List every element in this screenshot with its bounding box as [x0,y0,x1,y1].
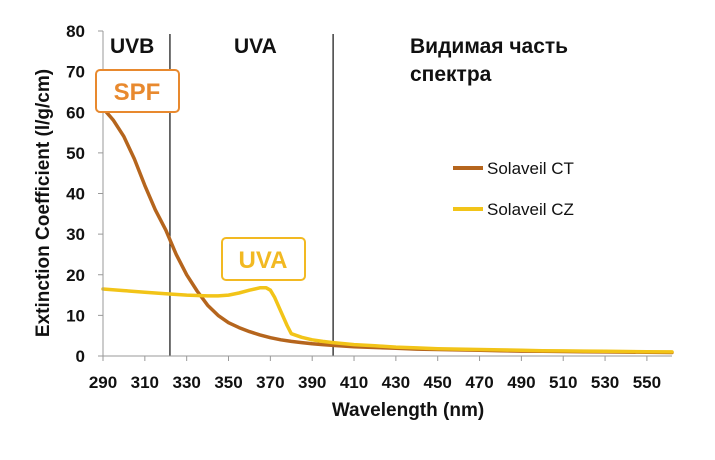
y-tick-label: 60 [66,103,85,122]
y-tick-label: 80 [66,22,85,41]
x-tick-labels: 290 310 330 350 370 390 410 430 450 470 490 510 530 5… [89,373,661,392]
x-tick-label: 550 [633,373,661,392]
x-tick-label: 470 [465,373,493,392]
x-tick-label: 390 [298,373,326,392]
y-tick-labels: 0 10 20 30 40 50 60 70 80 [66,22,85,366]
region-label-visible-line2: спектра [410,63,492,86]
x-tick-label: 370 [256,373,284,392]
x-tick-label: 510 [549,373,577,392]
legend: Solaveil CT Solaveil CZ [453,159,574,219]
y-tick-label: 20 [66,266,85,285]
x-tick-label: 330 [172,373,200,392]
x-tick-label: 350 [214,373,242,392]
callout-uva-box [221,237,306,281]
series-layer [101,106,674,355]
y-tick-label: 10 [66,306,85,325]
series-line-solaveil-cz [101,286,674,354]
y-tick-label: 40 [66,185,85,204]
legend-label-solaveil-ct: Solaveil CT [487,159,574,178]
legend-label-solaveil-cz: Solaveil CZ [487,200,574,219]
callout-spf-label: SPF [114,79,161,106]
x-tick-label: 430 [382,373,410,392]
axes [98,30,672,361]
y-tick-label: 70 [66,63,85,82]
x-tick-label: 310 [131,373,159,392]
callout-uva-label: UVA [239,247,288,274]
y-tick-label: 0 [76,347,85,366]
region-label-uva: UVA [234,35,277,58]
region-label-visible-line1: Видимая часть [410,35,568,58]
x-tick-label: 530 [591,373,619,392]
x-tick-label: 490 [507,373,535,392]
y-tick-label: 30 [66,225,85,244]
region-label-uvb: UVB [110,35,154,58]
x-tick-label: 290 [89,373,117,392]
x-tick-label: 410 [340,373,368,392]
region-boundaries [169,34,334,356]
x-tick-label: 450 [424,373,452,392]
callout-spf-box [95,69,180,113]
y-tick-label: 50 [66,144,85,163]
x-axis-title: Wavelength (nm) [332,400,484,421]
series-line-solaveil-ct [101,106,674,355]
y-axis-title: Extinction Coefficient (l/g/cm) [33,69,54,337]
